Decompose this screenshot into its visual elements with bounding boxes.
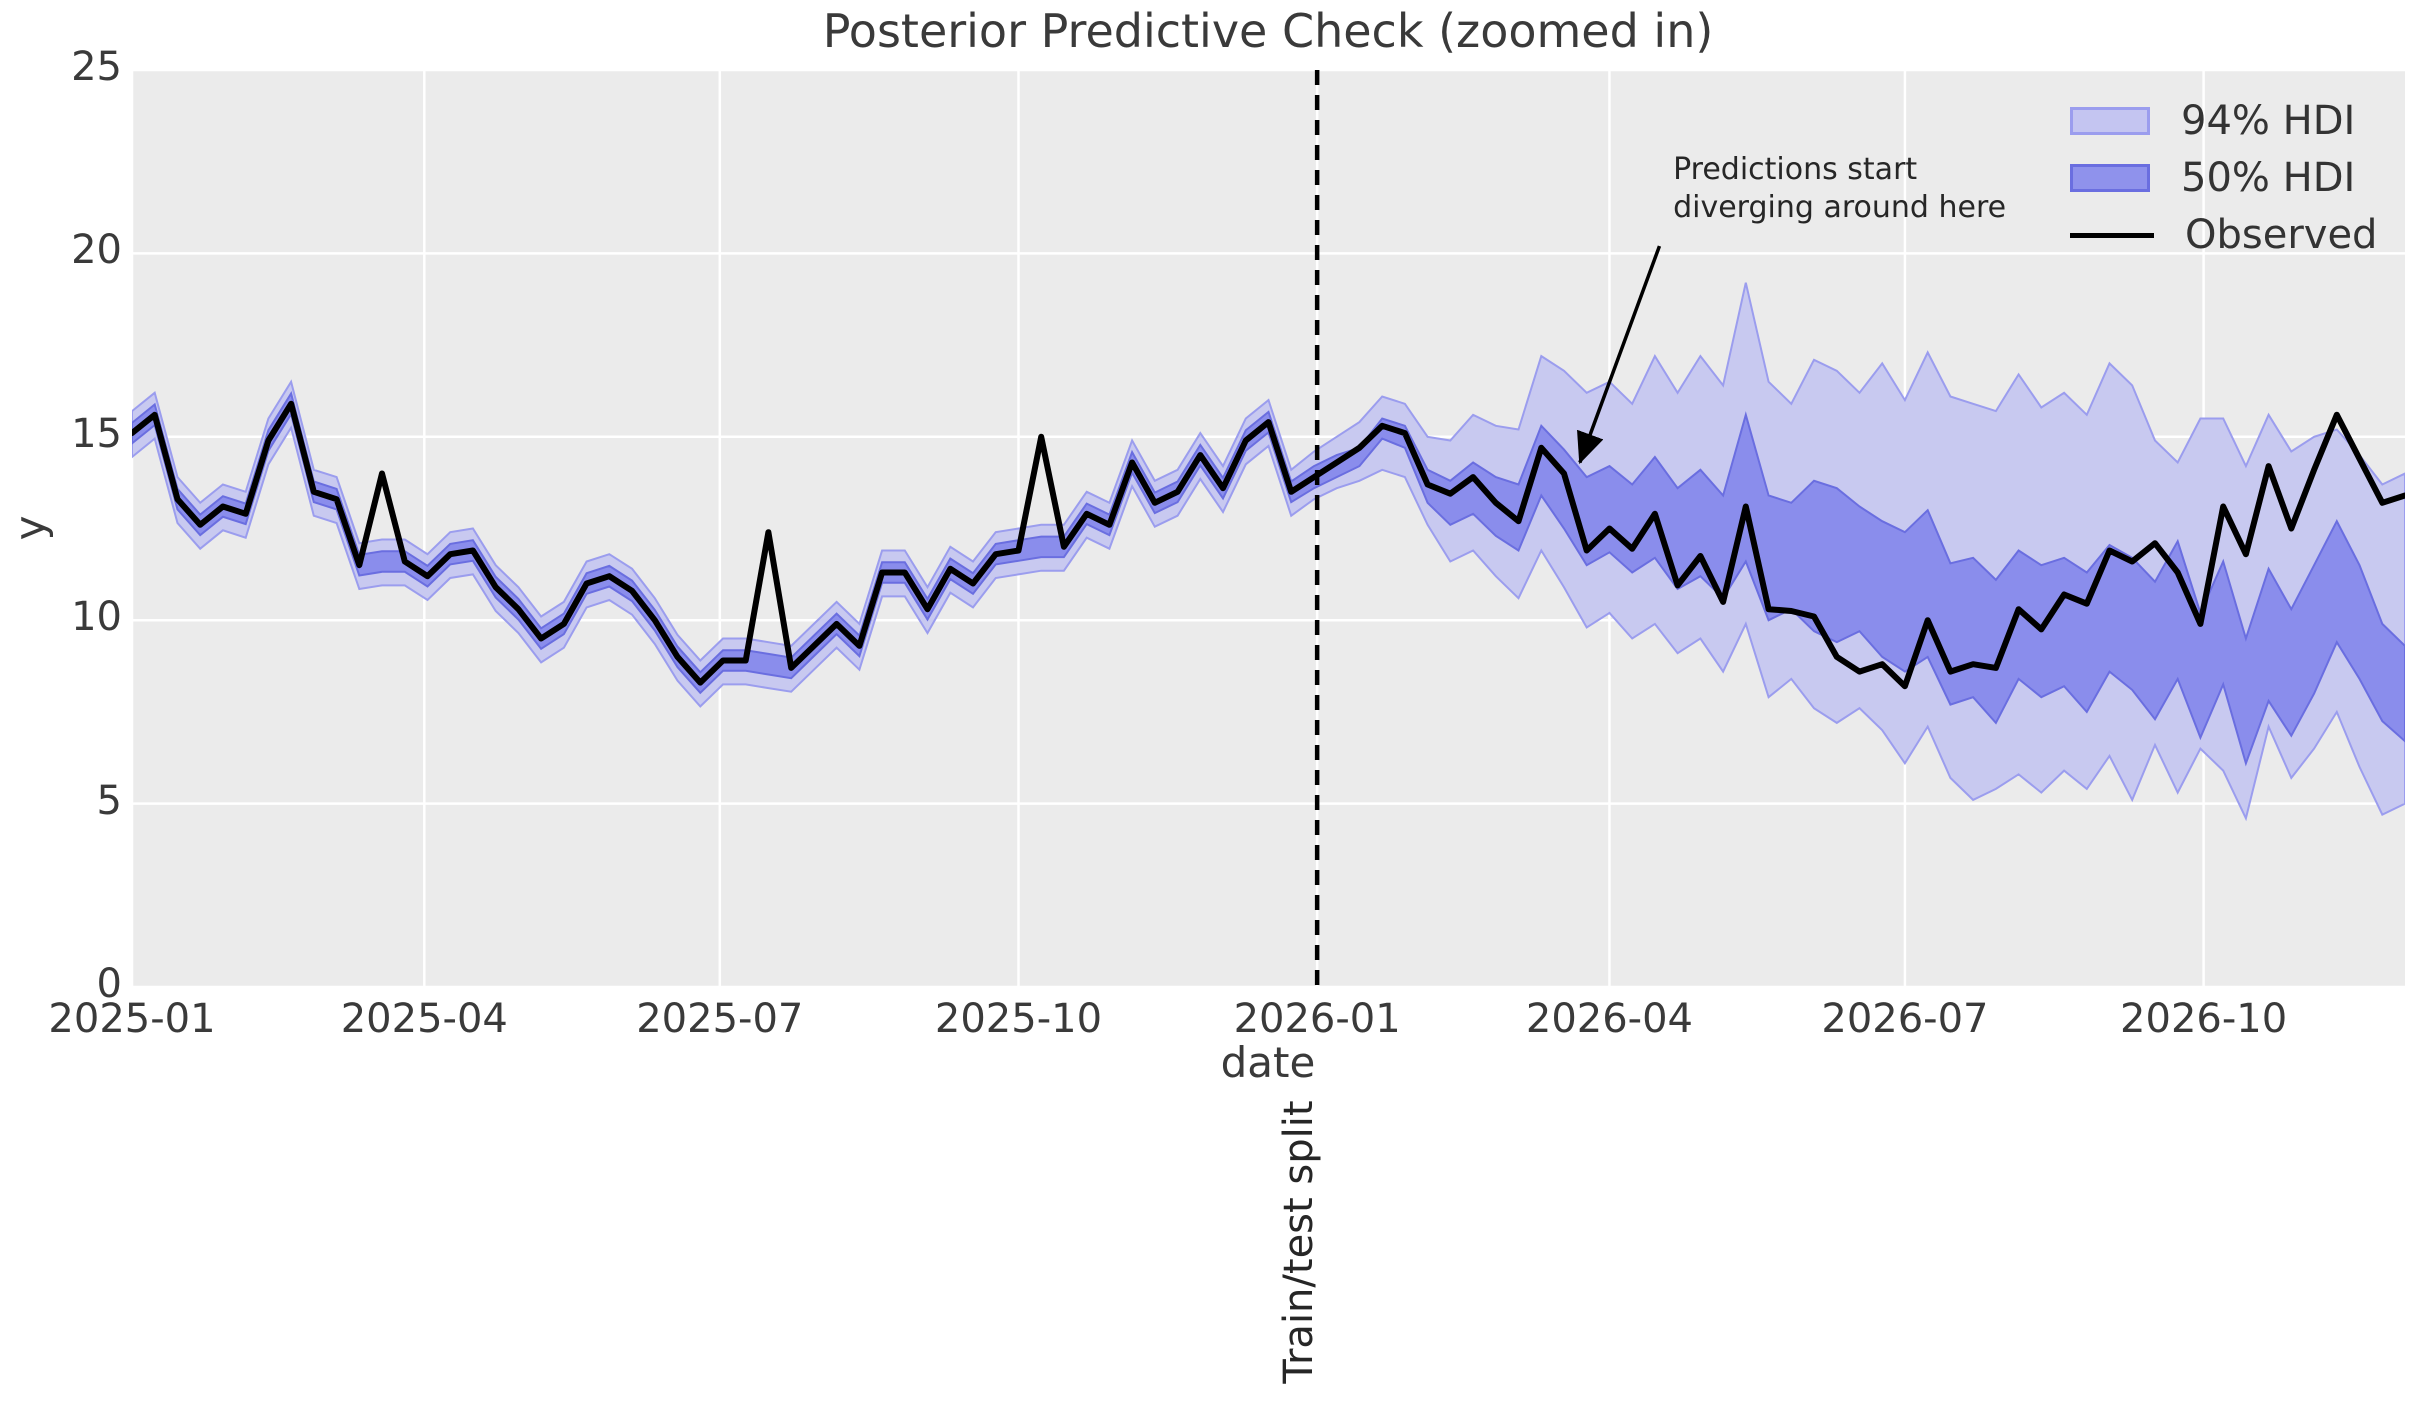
y-axis-label: y — [5, 515, 55, 541]
y-tick-label: 25 — [71, 44, 122, 90]
hdi50-swatch-icon — [2070, 164, 2150, 192]
observed-line — [132, 400, 2405, 690]
y-tick-label: 15 — [71, 410, 122, 457]
legend-label: Observed — [2185, 212, 2378, 258]
legend-label: 50% HDI — [2181, 155, 2356, 201]
x-axis-label: date — [1220, 1038, 1316, 1087]
x-tick-label: 2026-01 — [1233, 996, 1401, 1042]
hdi50-band — [132, 390, 2405, 767]
legend-label: 94% HDI — [2181, 98, 2356, 144]
observed-line-swatch-icon — [2070, 232, 2154, 238]
y-tick-label: 20 — [71, 227, 122, 274]
chart-title: Posterior Predictive Check (zoomed in) — [822, 4, 1714, 58]
legend-item-94-hdi: 94% HDI — [2070, 98, 2377, 144]
x-tick-label: 2025-04 — [340, 996, 508, 1042]
x-tick-label: 2025-10 — [934, 996, 1103, 1042]
hdi94-swatch-icon — [2070, 107, 2150, 135]
annotation-arrow — [1577, 245, 1662, 465]
y-tick-label: 0 — [96, 961, 122, 1007]
x-tick-label: 2026-04 — [1525, 996, 1694, 1042]
legend-item-50-hdi: 50% HDI — [2070, 155, 2377, 201]
y-tick-label: 5 — [96, 777, 122, 824]
x-tick-label: 2025-01 — [48, 996, 216, 1042]
legend-item-observed: Observed — [2070, 212, 2377, 258]
x-tick-label: 2025-07 — [636, 996, 804, 1042]
x-tick-label: 2026-10 — [2120, 996, 2288, 1042]
y-tick-label: 10 — [71, 594, 122, 641]
x-tick-label: 2026-07 — [1821, 996, 1989, 1042]
diverging-annotation-text: Predictions start diverging around here — [1673, 151, 2007, 225]
legend: 94% HDI 50% HDI Observed — [2070, 98, 2377, 258]
train-test-split-label: Train/test split — [1276, 1100, 1322, 1384]
